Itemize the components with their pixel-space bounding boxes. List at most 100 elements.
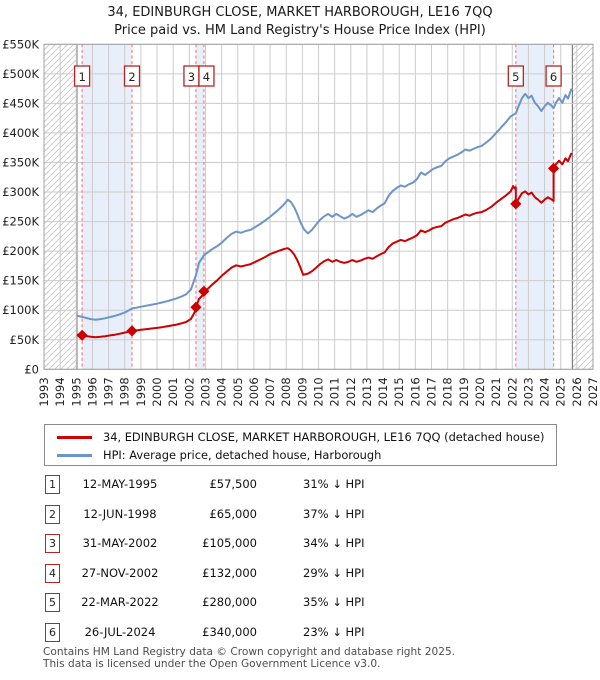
sale-number-badge: 1 xyxy=(45,475,60,494)
price-chart[interactable]: 1 2 3 4 5 6 £0 £50K £100K £150K £200K £250K £300K £35… xyxy=(0,40,600,416)
x-axis-tick-label: 1993 xyxy=(37,377,51,406)
sale-vs-hpi: 34% ↓ HPI xyxy=(303,536,365,551)
sale-date: 31-MAY-2002 xyxy=(82,536,158,551)
y-axis-tick-label: £0 xyxy=(24,362,39,376)
x-axis-tick-label: 2020 xyxy=(473,377,487,406)
page-title: 34, EDINBURGH CLOSE, MARKET HARBOROUGH, … xyxy=(107,5,493,20)
price-paid-line xyxy=(76,152,573,339)
x-axis-tick-label: 2006 xyxy=(247,377,261,406)
sale-price: £280,000 xyxy=(202,595,257,610)
x-axis-tick-label: 1994 xyxy=(53,377,67,406)
x-axis-tick-label: 1998 xyxy=(118,377,132,406)
y-axis-tick-label: £500K xyxy=(2,67,39,81)
sale-marker-diamond xyxy=(76,329,88,341)
y-axis-tick-label: £300K xyxy=(2,185,39,199)
ownership-period-band xyxy=(195,44,204,370)
sale-price: £57,500 xyxy=(209,477,257,491)
x-axis-tick-label: 1999 xyxy=(134,377,148,406)
y-axis-tick-label: £400K xyxy=(2,126,39,140)
table-row: 3 31-MAY-2002 £105,000 34% ↓ HPI xyxy=(0,534,600,564)
sale-number-box xyxy=(545,65,562,87)
sale-number-box-label: 6 xyxy=(550,70,557,84)
x-axis-tick-label: 2022 xyxy=(505,377,519,406)
hpi-line xyxy=(76,88,573,321)
sale-vs-hpi: 37% ↓ HPI xyxy=(303,506,365,521)
x-axis-tick-label: 2026 xyxy=(570,377,584,406)
y-axis-tick-label: £100K xyxy=(2,303,39,317)
legend-label: 34, EDINBURGH CLOSE, MARKET HARBOROUGH, … xyxy=(103,430,545,444)
x-axis-tick-label: 2004 xyxy=(215,377,229,406)
chart-legend: 34, EDINBURGH CLOSE, MARKET HARBOROUGH, … xyxy=(44,424,557,466)
sale-marker-diamond xyxy=(126,325,138,337)
sale-vs-hpi: 31% ↓ HPI xyxy=(303,477,365,491)
sale-number-box-label: 2 xyxy=(128,70,135,84)
x-axis-tick-label: 2015 xyxy=(392,377,406,406)
sale-vs-hpi: 35% ↓ HPI xyxy=(303,595,365,610)
x-axis-tick-label: 1997 xyxy=(102,377,116,406)
y-axis-tick-label: £250K xyxy=(2,215,39,229)
sale-price: £340,000 xyxy=(202,624,257,639)
x-axis-tick-label: 2018 xyxy=(441,377,455,406)
y-axis-tick-label: £550K xyxy=(2,40,39,51)
x-axis-tick-label: 2001 xyxy=(166,377,180,406)
sale-number-badge: 5 xyxy=(45,593,60,613)
sale-vs-hpi: 23% ↓ HPI xyxy=(303,624,365,639)
sale-date: 22-MAR-2022 xyxy=(81,595,159,610)
ownership-period-band xyxy=(515,44,554,370)
x-axis-tick-label: 2014 xyxy=(376,377,390,406)
sale-price: £65,000 xyxy=(209,506,257,521)
x-axis-tick-label: 1995 xyxy=(69,377,83,406)
sale-date: 12-JUN-1998 xyxy=(83,506,157,521)
table-row: 5 22-MAR-2022 £280,000 35% ↓ HPI xyxy=(0,593,600,623)
sale-number-box xyxy=(73,65,91,87)
x-axis-tick-label: 2013 xyxy=(360,377,374,406)
x-axis-tick-label: 2008 xyxy=(279,377,293,406)
x-axis-tick-label: 2003 xyxy=(198,377,212,406)
x-axis-tick-label: 2027 xyxy=(586,377,600,406)
x-axis-tick-label: 2007 xyxy=(263,377,277,406)
sale-number-box-label: 5 xyxy=(512,70,519,84)
sale-number-badge: 6 xyxy=(45,622,60,642)
sale-marker-diamond xyxy=(190,301,202,313)
sale-number-box xyxy=(507,65,524,87)
x-axis-tick-label: 2005 xyxy=(231,377,245,406)
legend-label: HPI: Average price, detached house, Harb… xyxy=(103,448,382,462)
x-axis-tick-label: 2025 xyxy=(554,377,568,406)
sale-number-badge: 2 xyxy=(45,504,60,524)
ownership-period-band xyxy=(82,44,133,370)
x-axis-tick-label: 2023 xyxy=(521,377,535,406)
hpi-line-swatch xyxy=(57,453,92,457)
sale-price: £132,000 xyxy=(202,565,257,580)
y-axis-tick-label: £150K xyxy=(2,274,39,288)
x-axis-tick-label: 2010 xyxy=(312,377,326,406)
sale-vs-hpi: 29% ↓ HPI xyxy=(303,565,365,580)
x-axis-tick-label: 2017 xyxy=(425,377,439,406)
table-row: 4 27-NOV-2002 £132,000 29% ↓ HPI xyxy=(0,563,600,594)
sale-marker-diamond xyxy=(510,198,522,210)
x-axis-tick-label: 2012 xyxy=(344,377,358,406)
licence-line-2: This data is licensed under the Open Gov… xyxy=(43,657,381,670)
legend-item-price-paid: 34, EDINBURGH CLOSE, MARKET HARBOROUGH, … xyxy=(57,428,556,446)
sale-marker-diamond xyxy=(198,285,210,297)
sale-number-box-label: 1 xyxy=(78,70,85,84)
y-axis-tick-label: £50K xyxy=(10,333,40,347)
x-axis-tick-label: 2016 xyxy=(408,377,422,406)
y-axis-tick-label: £450K xyxy=(2,96,39,110)
table-row: 1 12-MAY-1995 £57,500 31% ↓ HPI xyxy=(0,475,600,505)
sale-number-box xyxy=(198,65,215,87)
sale-price: £105,000 xyxy=(202,536,257,551)
x-axis-tick-label: 1996 xyxy=(85,377,99,406)
sale-number-badge: 3 xyxy=(45,534,60,554)
legend-item-hpi: HPI: Average price, detached house, Harb… xyxy=(57,446,556,464)
x-axis-tick-label: 2011 xyxy=(328,377,342,406)
no-data-hatch-region xyxy=(572,44,593,370)
x-axis-tick-label: 2000 xyxy=(150,377,164,406)
x-axis-tick-label: 2019 xyxy=(457,377,471,406)
licence-line-1: Contains HM Land Registry data © Crown c… xyxy=(43,646,456,658)
sale-date: 27-NOV-2002 xyxy=(81,565,159,580)
sale-number-box-label: 4 xyxy=(203,70,210,84)
sale-number-box-label: 3 xyxy=(188,70,195,84)
sale-marker-diamond xyxy=(548,162,560,174)
sale-number-badge: 4 xyxy=(45,563,60,583)
